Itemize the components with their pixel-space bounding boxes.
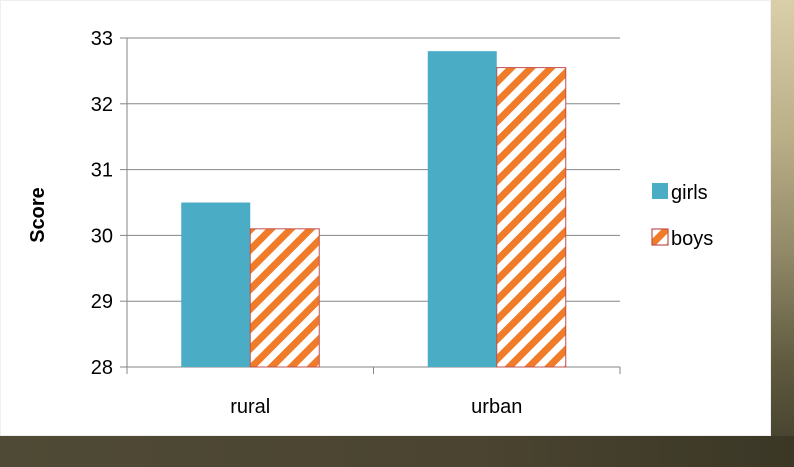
bar-girls-urban [427,51,497,367]
legend-swatch-boys [651,228,669,246]
y-tick-label: 30 [91,225,113,247]
tick-labels: 28 29 30 31 32 33 rural urban [91,28,523,418]
legend: girls boys [651,182,713,250]
y-tick-label: 33 [91,28,113,50]
bar-chart: 28 29 30 31 32 33 rural urban Score girls boys [27,28,713,418]
footer-band [0,436,794,467]
y-tick-label: 28 [91,357,113,379]
y-tick-label: 32 [91,94,113,116]
legend-label-girls: girls [671,182,708,204]
y-tick-label: 31 [91,160,113,182]
bar-boys-rural [249,228,320,368]
bar-boys-urban [496,67,567,368]
x-tick-label: urban [471,396,522,418]
legend-swatch-girls [652,183,668,199]
chart-panel: 28 29 30 31 32 33 rural urban Score girls boys [27,28,714,418]
y-axis-label: Score [27,187,49,243]
bar-girls-rural [181,202,251,367]
x-tick-label: rural [230,396,270,418]
bars [181,51,567,368]
legend-label-boys: boys [671,228,713,250]
y-tick-label: 29 [91,291,113,313]
